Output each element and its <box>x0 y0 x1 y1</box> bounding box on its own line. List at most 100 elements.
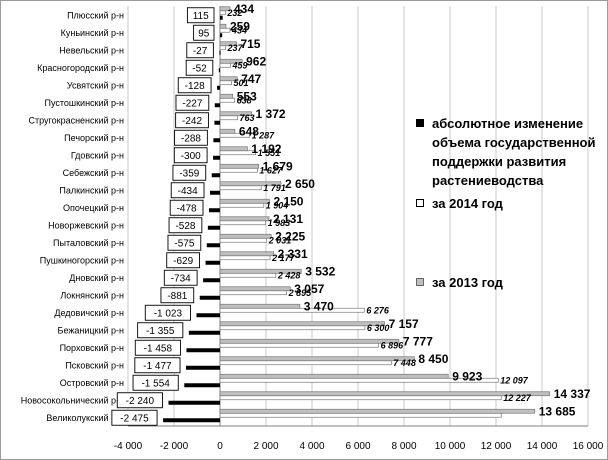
change-data-label: -629 <box>173 256 193 267</box>
data-label-2014: 1 287 <box>252 130 276 140</box>
bar-2013 <box>219 303 301 309</box>
change-data-label: -478 <box>177 203 197 214</box>
change-data-label: -52 <box>192 63 207 74</box>
change-data-label: -2 240 <box>126 396 155 407</box>
change-label-box <box>134 339 181 356</box>
bar-2014 <box>219 272 277 278</box>
change-label-box <box>185 59 214 76</box>
data-label-2014: 6 300 <box>367 323 390 333</box>
change-label-box <box>186 7 215 24</box>
category-label: Опочецкий р-н <box>63 203 124 213</box>
x-tick-label: 2 000 <box>253 441 278 452</box>
bar-change <box>218 68 221 73</box>
bar-2014 <box>219 255 271 261</box>
change-label-box <box>174 129 208 146</box>
x-tick-label: 4 000 <box>299 441 324 452</box>
bar-change <box>219 50 221 55</box>
bar-2014 <box>219 80 232 86</box>
change-label-box <box>175 112 209 129</box>
bar-2014 <box>219 342 379 348</box>
change-data-label: -575 <box>174 238 194 249</box>
bar-2013 <box>219 338 400 344</box>
bar-2013 <box>219 268 302 274</box>
bar-2013 <box>219 321 385 327</box>
bar-change <box>214 120 220 125</box>
x-tick-label: 12 000 <box>481 441 512 452</box>
data-label-2013: 648 <box>239 124 259 138</box>
bar-change <box>188 330 220 335</box>
change-data-label: -1 458 <box>144 343 173 354</box>
bar-change <box>163 418 220 423</box>
x-tick-label: 10 000 <box>435 441 466 452</box>
bar-2014 <box>219 220 266 226</box>
category-label: Новосокольнический р-н <box>21 395 124 405</box>
data-label-2014: 1 627 <box>259 165 283 175</box>
x-tick-label: 16 000 <box>573 441 604 452</box>
bar-2013 <box>219 216 270 222</box>
data-label-2014: 6 896 <box>381 340 405 350</box>
bar-change <box>213 138 220 143</box>
change-data-label: -242 <box>182 116 202 127</box>
change-label-box <box>186 42 214 59</box>
data-label-2013: 2 131 <box>273 212 303 226</box>
change-label-box <box>160 287 195 304</box>
legend-label-2014: за 2014 год <box>432 196 503 211</box>
data-label-2014: 763 <box>240 113 255 123</box>
data-label-2013: 14 337 <box>554 387 591 401</box>
bar-2013 <box>219 111 252 117</box>
change-data-label: -300 <box>181 151 201 162</box>
change-data-label: 95 <box>198 28 210 39</box>
change-data-label: -881 <box>167 291 187 302</box>
data-label-2014: 2 428 <box>277 270 301 280</box>
bar-2013 <box>219 128 236 134</box>
data-label-2013: 259 <box>230 19 250 33</box>
bar-2013 <box>219 23 227 29</box>
bar-2013 <box>219 373 449 379</box>
bar-change <box>209 208 220 213</box>
bar-2014 <box>219 45 226 51</box>
category-label: Бежаницкий р-н <box>58 325 124 335</box>
change-label-box <box>137 322 184 339</box>
category-label: Великолукский р-н <box>46 413 124 423</box>
change-data-label: -27 <box>193 46 208 57</box>
data-label-2014: 638 <box>237 95 252 105</box>
data-label-2013: 3 057 <box>294 282 324 296</box>
data-label-2013: 747 <box>241 72 261 86</box>
change-label-box <box>116 392 163 409</box>
bar-change <box>220 15 223 20</box>
bar-2014 <box>219 325 366 331</box>
bar-2014 <box>219 62 231 68</box>
change-label-box <box>175 94 210 111</box>
category-label: Пустошкинский р-н <box>44 98 124 108</box>
data-label-2013: 553 <box>237 89 257 103</box>
change-data-label: -128 <box>185 81 205 92</box>
data-label-2014: 237 <box>226 43 243 53</box>
change-label-box <box>172 164 207 181</box>
category-label: Псковский р-н <box>65 360 124 370</box>
category-label: Островский р-н <box>60 378 124 388</box>
change-data-label: -2 475 <box>120 413 149 424</box>
data-label-2014: 12 097 <box>500 375 529 385</box>
data-label-2013: 1 679 <box>263 159 293 173</box>
data-label-2014: 232 <box>226 8 242 18</box>
category-label: Стругокрасненский р-н <box>29 115 125 125</box>
data-label-2013: 2 650 <box>285 177 315 191</box>
data-label-2014: 501 <box>234 78 249 88</box>
change-label-box <box>166 252 200 269</box>
change-data-label: -359 <box>179 168 199 179</box>
data-label-2013: 8 450 <box>418 352 448 366</box>
bar-2013 <box>219 41 237 47</box>
category-label: Локнянский р-н <box>60 290 124 300</box>
data-label-2013: 9 923 <box>452 369 482 383</box>
x-tick-label: 14 000 <box>527 441 558 452</box>
bar-2014 <box>219 412 502 418</box>
data-label-2014: 459 <box>232 60 248 70</box>
bar-change <box>168 400 220 405</box>
data-label-2014: 1 983 <box>268 218 291 228</box>
bar-2014 <box>219 167 258 173</box>
bar-2014 <box>219 10 226 16</box>
category-label: Дновский р-н <box>69 273 124 283</box>
bar-2014 <box>219 185 262 191</box>
change-data-label: -288 <box>181 133 201 144</box>
